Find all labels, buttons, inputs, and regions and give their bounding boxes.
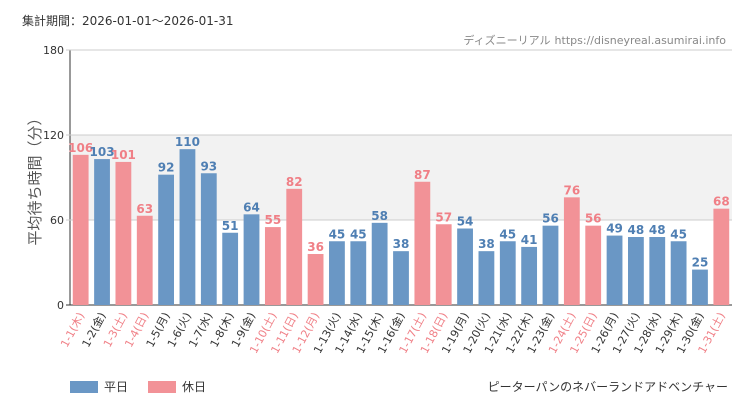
bar-value-label: 45 bbox=[350, 227, 367, 241]
bar-value-label: 36 bbox=[307, 240, 324, 254]
bar-weekday bbox=[478, 251, 495, 305]
bar-weekday bbox=[243, 214, 260, 305]
bar-value-label: 48 bbox=[628, 223, 645, 237]
bar-weekday bbox=[670, 241, 687, 305]
bar-value-label: 56 bbox=[585, 212, 602, 226]
bar-weekday bbox=[94, 159, 110, 305]
y-tick-label: 60 bbox=[50, 214, 64, 227]
source-url: https://disneyreal.asumirai.info bbox=[554, 34, 726, 47]
bar-value-label: 82 bbox=[286, 175, 303, 189]
bar-holiday bbox=[713, 208, 730, 305]
bar-value-label: 76 bbox=[563, 183, 580, 197]
bar-value-label: 48 bbox=[649, 223, 666, 237]
legend-label-holiday: 休日 bbox=[182, 380, 207, 394]
bar-weekday bbox=[521, 246, 538, 305]
legend-swatch-weekday bbox=[70, 380, 98, 393]
bar-weekday bbox=[371, 222, 388, 305]
bar-value-label: 58 bbox=[371, 209, 388, 223]
bar-holiday bbox=[585, 225, 602, 305]
bar-holiday bbox=[264, 227, 281, 305]
bar-value-label: 41 bbox=[521, 233, 538, 247]
bar-holiday bbox=[286, 188, 303, 305]
bar-holiday bbox=[414, 181, 431, 305]
legend-label-weekday: 平日 bbox=[104, 380, 129, 394]
bar-holiday bbox=[563, 197, 580, 305]
bar-value-label: 45 bbox=[670, 227, 687, 241]
bar-value-label: 49 bbox=[606, 222, 623, 236]
legend-item-weekday: 平日 bbox=[70, 378, 128, 395]
bar-weekday bbox=[692, 269, 708, 305]
bar-value-label: 103 bbox=[90, 145, 115, 159]
legend-item-holiday: 休日 bbox=[148, 378, 206, 395]
bar-weekday bbox=[649, 237, 666, 305]
bar-weekday bbox=[179, 149, 196, 305]
y-tick-label: 0 bbox=[57, 299, 64, 312]
bar-value-label: 45 bbox=[499, 227, 516, 241]
bar-weekday bbox=[329, 241, 345, 305]
bar-weekday bbox=[200, 173, 217, 305]
bar-weekday bbox=[499, 241, 516, 305]
attraction-name: ピーターパンのネバーランドアドベンチャー bbox=[487, 380, 728, 394]
period-label: 集計期間：2026-01-01～2026-01-31 bbox=[22, 14, 234, 28]
bar-value-label: 25 bbox=[692, 256, 709, 270]
bar-weekday bbox=[542, 225, 559, 305]
bar-holiday bbox=[72, 154, 89, 305]
bar-value-label: 56 bbox=[542, 212, 559, 226]
bar-value-label: 93 bbox=[200, 159, 217, 173]
bar-holiday bbox=[307, 254, 324, 305]
bar-value-label: 54 bbox=[457, 215, 474, 229]
bar-weekday bbox=[628, 237, 644, 305]
bar-holiday bbox=[136, 215, 153, 305]
bar-weekday bbox=[393, 251, 409, 305]
bar-value-label: 45 bbox=[329, 227, 346, 241]
bar-value-label: 55 bbox=[265, 213, 282, 227]
y-tick-label: 120 bbox=[43, 129, 64, 142]
y-axis-label: 平均待ち時間（分） bbox=[26, 110, 44, 245]
bar-weekday bbox=[158, 174, 174, 305]
bar-value-label: 101 bbox=[111, 148, 136, 162]
bar-value-label: 38 bbox=[478, 237, 495, 251]
bar-value-label: 57 bbox=[435, 210, 452, 224]
bar-value-label: 64 bbox=[243, 200, 260, 214]
bar-weekday bbox=[350, 241, 367, 305]
bar-holiday bbox=[115, 161, 132, 305]
bar-value-label: 38 bbox=[393, 237, 410, 251]
bar-value-label: 68 bbox=[713, 195, 730, 209]
legend-swatch-holiday bbox=[148, 380, 177, 393]
source-credit: ディズニーリアル https://disneyreal.asumirai.info bbox=[459, 32, 726, 48]
bar-value-label: 87 bbox=[414, 168, 431, 182]
legend: 平日 休日 bbox=[70, 378, 206, 395]
bar-weekday bbox=[606, 235, 623, 305]
bar-value-label: 110 bbox=[175, 135, 200, 149]
bar-weekday bbox=[457, 228, 473, 305]
bar-value-label: 63 bbox=[136, 202, 153, 216]
bar-value-label: 106 bbox=[68, 141, 93, 155]
bar-weekday bbox=[222, 232, 239, 305]
y-tick-label: 180 bbox=[43, 44, 64, 57]
bar-value-label: 92 bbox=[158, 161, 175, 175]
bar-holiday bbox=[435, 224, 452, 305]
bar-value-label: 51 bbox=[222, 219, 239, 233]
source-name: ディズニーリアル bbox=[463, 34, 551, 47]
